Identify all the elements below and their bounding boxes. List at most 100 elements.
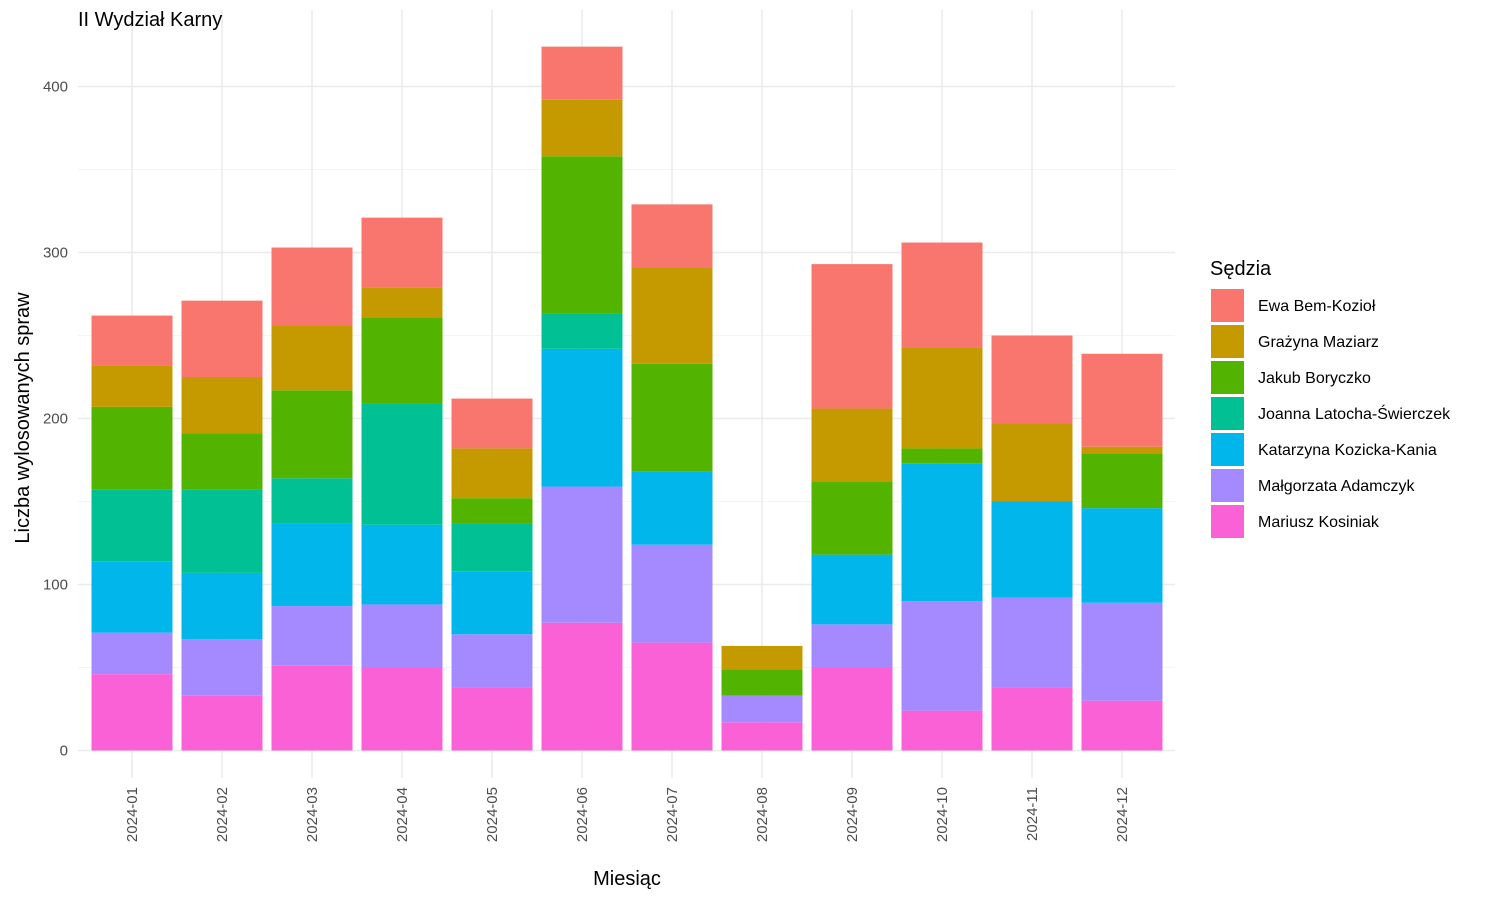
y-tick-label: 100 <box>43 577 68 594</box>
bar-segment <box>91 406 173 490</box>
bar-segment <box>1081 700 1163 751</box>
bar-segment <box>271 478 353 524</box>
bar-segment <box>991 423 1073 502</box>
bar-segment <box>91 489 173 562</box>
y-tick-label: 200 <box>43 411 68 428</box>
bar-segment <box>1081 353 1163 447</box>
y-axis-title: Liczba wylosowanych spraw <box>12 292 34 544</box>
bar-segment <box>271 325 353 391</box>
bar-segment <box>811 667 893 751</box>
bar-segment <box>451 448 533 499</box>
bar-segment <box>631 642 713 751</box>
bar-segment <box>181 695 263 751</box>
bar-segment <box>451 498 533 524</box>
bar-segment <box>901 347 983 449</box>
bar-segment <box>451 571 533 635</box>
bar-segment <box>541 313 623 349</box>
bar-segment <box>451 523 533 572</box>
x-tick-label: 2024-12 <box>1114 787 1131 842</box>
bar-segment <box>541 622 623 751</box>
bar-segment <box>451 398 533 449</box>
bar-segment <box>541 156 623 314</box>
bar-segment <box>361 524 443 605</box>
bar-segment <box>361 287 443 318</box>
bar-segment <box>901 448 983 464</box>
bar-segment <box>361 604 443 668</box>
chart-title: II Wydział Karny <box>78 9 222 31</box>
legend-label: Jakub Boryczko <box>1258 370 1371 387</box>
x-tick-label: 2024-08 <box>754 787 771 842</box>
bar-segment <box>181 433 263 490</box>
legend-label: Grażyna Maziarz <box>1258 334 1379 351</box>
legend-label: Mariusz Kosiniak <box>1258 514 1380 531</box>
bar-segment <box>181 572 263 640</box>
x-tick-label: 2024-05 <box>484 787 501 842</box>
bar-segment <box>271 523 353 607</box>
bar-segment <box>991 501 1073 598</box>
bar-segment <box>631 267 713 364</box>
x-tick-label: 2024-10 <box>934 787 951 842</box>
bar-segment <box>451 687 533 751</box>
bar-segment <box>451 634 533 688</box>
bar-segment <box>91 315 173 366</box>
bar-segment <box>1081 602 1163 701</box>
bar-segment <box>991 597 1073 688</box>
bar-segment <box>631 471 713 545</box>
bar-segment <box>811 264 893 409</box>
legend-swatch <box>1211 505 1244 538</box>
x-tick-label: 2024-03 <box>304 787 321 842</box>
y-tick-label: 0 <box>60 743 68 760</box>
x-tick-label: 2024-06 <box>574 787 591 842</box>
bar-segment <box>361 667 443 751</box>
x-tick-label: 2024-11 <box>1024 787 1041 841</box>
bars <box>91 46 1163 751</box>
x-tick-label: 2024-09 <box>844 787 861 842</box>
bar-segment <box>811 554 893 625</box>
legend-label: Joanna Latocha-Świerczek <box>1258 404 1451 423</box>
bar-segment <box>271 390 353 479</box>
bar-segment <box>541 46 623 100</box>
legend-swatch <box>1211 433 1244 466</box>
legend-swatch <box>1211 289 1244 322</box>
bar-segment <box>91 674 173 751</box>
bar-segment <box>811 624 893 668</box>
bar-segment <box>721 669 803 696</box>
legend-label: Ewa Bem-Kozioł <box>1258 298 1376 315</box>
bar-segment <box>181 377 263 434</box>
bar-segment <box>631 544 713 643</box>
x-tick-label: 2024-07 <box>664 787 681 842</box>
bar-segment <box>901 601 983 711</box>
legend-swatch <box>1211 397 1244 430</box>
x-axis-title: Miesiąc <box>593 868 661 890</box>
legend-label: Katarzyna Kozicka-Kania <box>1258 442 1437 459</box>
bar-segment <box>91 561 173 633</box>
bar-segment <box>91 365 173 407</box>
bar-segment <box>271 247 353 326</box>
bar-segment <box>721 695 803 723</box>
bar-segment <box>181 300 263 377</box>
legend-swatch <box>1211 325 1244 358</box>
bar-segment <box>271 665 353 751</box>
bar-segment <box>541 348 623 487</box>
bar-segment <box>271 606 353 666</box>
legend-title: Sędzia <box>1210 258 1272 280</box>
bar-segment <box>1081 446 1163 454</box>
x-tick-label: 2024-02 <box>214 787 231 842</box>
legend-swatch <box>1211 469 1244 502</box>
axes: 0 100 200 300 400 2024-01 2024-02 2024-03 2024-0… <box>43 79 1131 843</box>
bar-segment <box>631 204 713 268</box>
bar-segment <box>361 317 443 404</box>
bar-segment <box>991 335 1073 424</box>
bar-segment <box>91 632 173 675</box>
bar-segment <box>1081 453 1163 509</box>
bar-segment <box>991 687 1073 751</box>
y-tick-label: 400 <box>43 79 68 96</box>
bar-segment <box>361 217 443 288</box>
bar-segment <box>901 242 983 348</box>
bar-segment <box>901 463 983 602</box>
bar-segment <box>811 408 893 482</box>
y-tick-label: 300 <box>43 245 68 262</box>
bar-segment <box>541 99 623 157</box>
